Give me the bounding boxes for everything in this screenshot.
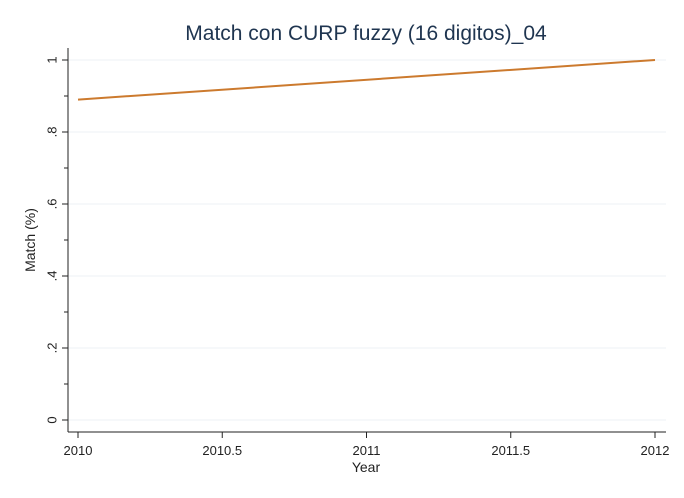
x-tick-label: 2012: [641, 443, 670, 458]
series-line-0: [77, 59, 656, 101]
y-tick-label: 1: [45, 56, 60, 63]
x-tick-label: 2011: [353, 443, 381, 458]
x-tick-label: 2010.5: [202, 443, 242, 458]
x-tick-label: 2010: [64, 443, 93, 458]
y-tick-label: .2: [45, 343, 60, 354]
x-tick-label: 2011.5: [491, 443, 530, 458]
y-ticks-layer: 0 .2 .4 .6 .8 1: [45, 56, 68, 424]
grid-layer: [68, 59, 666, 421]
y-tick-label: .6: [45, 199, 60, 210]
y-tick-label: .4: [45, 271, 60, 282]
y-tick-label: .8: [45, 127, 60, 138]
x-axis-title: Year: [352, 459, 381, 475]
chart-title: Match con CURP fuzzy (16 digitos)_04: [185, 22, 547, 45]
y-tick-label: 0: [45, 416, 60, 423]
x-ticks-layer: 2010 2010.5 2011 2011.5 2012: [64, 432, 670, 458]
series-layer: [77, 59, 656, 101]
y-axis-title: Match (%): [22, 208, 38, 272]
